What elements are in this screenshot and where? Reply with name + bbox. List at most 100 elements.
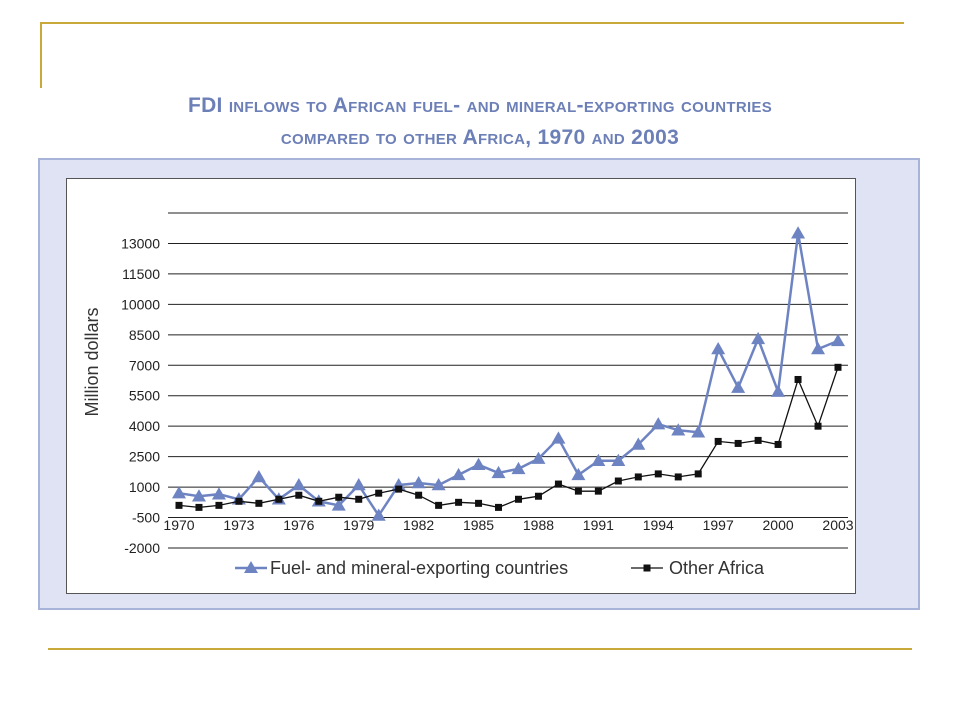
legend-marker-triangle bbox=[244, 561, 258, 573]
data-point-square bbox=[774, 440, 782, 448]
x-tick-label: 1988 bbox=[523, 517, 554, 533]
x-tick-label: 1973 bbox=[223, 517, 254, 533]
data-point-triangle bbox=[811, 342, 826, 355]
data-point-triangle bbox=[191, 489, 206, 502]
data-point-triangle bbox=[771, 384, 786, 397]
y-axis-label: Million dollars bbox=[82, 307, 102, 416]
series-line-2 bbox=[178, 367, 839, 509]
data-point-square bbox=[694, 470, 702, 478]
legend: Fuel- and mineral-exporting countries Oth… bbox=[235, 558, 765, 578]
grid-lines bbox=[168, 212, 848, 549]
slide-rule-top bbox=[40, 22, 904, 24]
y-tick-labels: 13000 11500 10000 8500 7000 5500 4000 2500 1000 -… bbox=[121, 235, 160, 556]
data-point-triangle bbox=[651, 417, 666, 430]
data-point-square bbox=[714, 437, 722, 445]
legend-label: Fuel- and mineral-exporting countries bbox=[270, 558, 568, 578]
legend-label: Other Africa bbox=[669, 558, 765, 578]
data-point-square bbox=[315, 497, 323, 505]
slide-rule-bottom bbox=[48, 648, 912, 650]
data-point-square bbox=[574, 487, 582, 495]
data-point-triangle bbox=[431, 478, 446, 491]
data-point-triangle bbox=[691, 425, 706, 438]
data-point-square bbox=[335, 493, 343, 501]
data-point-square bbox=[554, 480, 562, 488]
data-point-triangle bbox=[531, 451, 546, 464]
x-tick-label: 1982 bbox=[403, 517, 434, 533]
data-point-triangle bbox=[611, 453, 626, 466]
data-point-triangle bbox=[571, 467, 586, 481]
y-tick-label: 8500 bbox=[129, 327, 160, 343]
y-tick-label: 5500 bbox=[129, 388, 160, 404]
data-point-square bbox=[534, 492, 542, 500]
y-tick-label: 1000 bbox=[129, 479, 160, 495]
data-point-triangle bbox=[791, 226, 806, 239]
y-tick-label: -500 bbox=[132, 510, 160, 526]
data-point-triangle bbox=[411, 476, 426, 489]
data-point-square bbox=[195, 503, 203, 511]
series-line-1 bbox=[178, 233, 839, 518]
data-point-square bbox=[415, 491, 423, 499]
plot-frame bbox=[66, 178, 856, 594]
y-tick-label: 11500 bbox=[122, 266, 160, 282]
data-point-square bbox=[594, 487, 602, 495]
x-tick-label: 1997 bbox=[703, 517, 734, 533]
data-point-triangle bbox=[671, 423, 686, 436]
data-point-square bbox=[475, 499, 483, 507]
data-point-triangle bbox=[591, 453, 606, 466]
data-point-triangle bbox=[491, 465, 506, 479]
series-lines bbox=[172, 226, 845, 521]
y-tick-label: 2500 bbox=[129, 449, 160, 465]
data-point-triangle bbox=[211, 487, 226, 500]
data-point-square bbox=[674, 473, 682, 481]
y-tick-label: -2000 bbox=[124, 540, 160, 556]
data-point-triangle bbox=[551, 431, 566, 444]
data-point-square bbox=[435, 501, 443, 509]
x-tick-label: 1976 bbox=[283, 517, 314, 533]
y-tick-label: 7000 bbox=[129, 357, 160, 373]
data-point-triangle bbox=[831, 333, 845, 347]
data-point-square bbox=[794, 375, 802, 383]
data-point-square bbox=[175, 501, 183, 509]
data-point-square bbox=[255, 499, 263, 507]
data-point-square bbox=[814, 422, 822, 430]
data-point-square bbox=[614, 477, 622, 485]
x-tick-label: 2000 bbox=[763, 517, 794, 533]
chart-title-line1: FDI inflows to African fuel- and mineral… bbox=[187, 94, 773, 117]
data-point-triangle bbox=[331, 498, 346, 511]
data-point-triangle bbox=[451, 467, 466, 481]
data-point-triangle bbox=[172, 486, 186, 499]
slide-rule-left bbox=[40, 22, 42, 88]
data-point-triangle bbox=[471, 457, 486, 471]
data-point-square bbox=[375, 489, 383, 497]
y-tick-label: 13000 bbox=[121, 235, 160, 251]
data-point-square bbox=[654, 470, 662, 478]
legend-marker-square bbox=[643, 564, 651, 572]
data-point-triangle bbox=[711, 342, 726, 355]
data-point-triangle bbox=[631, 437, 646, 450]
data-point-square bbox=[634, 473, 642, 481]
data-point-square bbox=[495, 503, 503, 511]
x-tick-label: 1985 bbox=[463, 517, 494, 533]
data-point-square bbox=[395, 485, 403, 493]
data-point-triangle bbox=[351, 478, 366, 491]
x-tick-label: 1991 bbox=[583, 517, 614, 533]
data-point-triangle bbox=[751, 331, 766, 345]
x-tick-label: 1970 bbox=[163, 517, 194, 533]
data-point-square bbox=[295, 491, 303, 499]
data-point-square bbox=[215, 501, 223, 509]
data-point-square bbox=[355, 495, 363, 503]
data-point-square bbox=[834, 363, 842, 371]
data-point-square bbox=[275, 495, 283, 503]
data-point-triangle bbox=[251, 469, 266, 483]
data-point-square bbox=[514, 495, 522, 503]
data-point-triangle bbox=[511, 461, 526, 475]
x-tick-label: 2003 bbox=[822, 517, 853, 533]
data-point-square bbox=[734, 439, 742, 447]
data-point-triangle bbox=[291, 478, 306, 491]
data-point-square bbox=[754, 436, 762, 444]
x-tick-label: 1994 bbox=[643, 517, 674, 533]
data-point-triangle bbox=[371, 508, 386, 521]
y-tick-label: 10000 bbox=[121, 296, 160, 312]
x-tick-label: 1979 bbox=[343, 517, 374, 533]
data-point-triangle bbox=[731, 380, 746, 393]
